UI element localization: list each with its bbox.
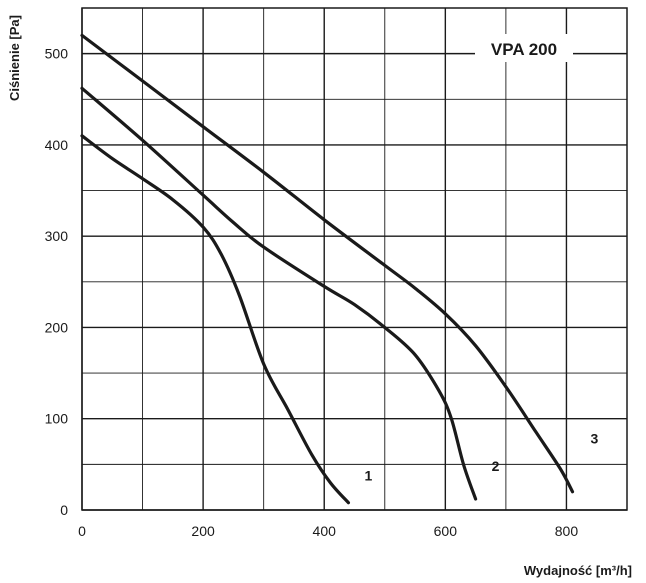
x-tick-label: 200 xyxy=(191,523,215,539)
curve-3 xyxy=(80,33,575,494)
x-tick-label: 600 xyxy=(434,523,458,539)
chart-title: VPA 200 xyxy=(491,40,557,59)
curve-label-3: 3 xyxy=(591,431,599,447)
x-tick-label: 400 xyxy=(313,523,337,539)
y-tick-label: 400 xyxy=(45,137,69,153)
curve-label-1: 1 xyxy=(364,468,372,484)
x-tick-labels: 0 200 400 600 800 xyxy=(78,523,578,539)
y-tick-label: 300 xyxy=(45,228,69,244)
y-axis-label: Ciśnienie [Pa] xyxy=(7,15,22,101)
curves xyxy=(80,33,575,505)
plot-frame xyxy=(81,7,628,511)
x-tick-label: 0 xyxy=(78,523,86,539)
y-tick-label: 500 xyxy=(45,46,69,62)
y-tick-label: 0 xyxy=(60,502,68,518)
curve-1 xyxy=(80,134,350,505)
y-tick-labels: 0 100 200 300 400 500 xyxy=(45,46,69,518)
x-tick-label: 800 xyxy=(555,523,579,539)
grid xyxy=(81,7,628,511)
curve-label-2: 2 xyxy=(492,458,500,474)
y-tick-label: 200 xyxy=(45,319,69,335)
chart-title-background xyxy=(475,34,573,62)
curve-label-background xyxy=(582,429,603,448)
curve-2 xyxy=(80,86,478,501)
curve-labels: 1 2 3 xyxy=(364,429,603,484)
x-axis-label: Wydajność [m³/h] xyxy=(524,563,632,578)
y-tick-label: 100 xyxy=(45,411,69,427)
